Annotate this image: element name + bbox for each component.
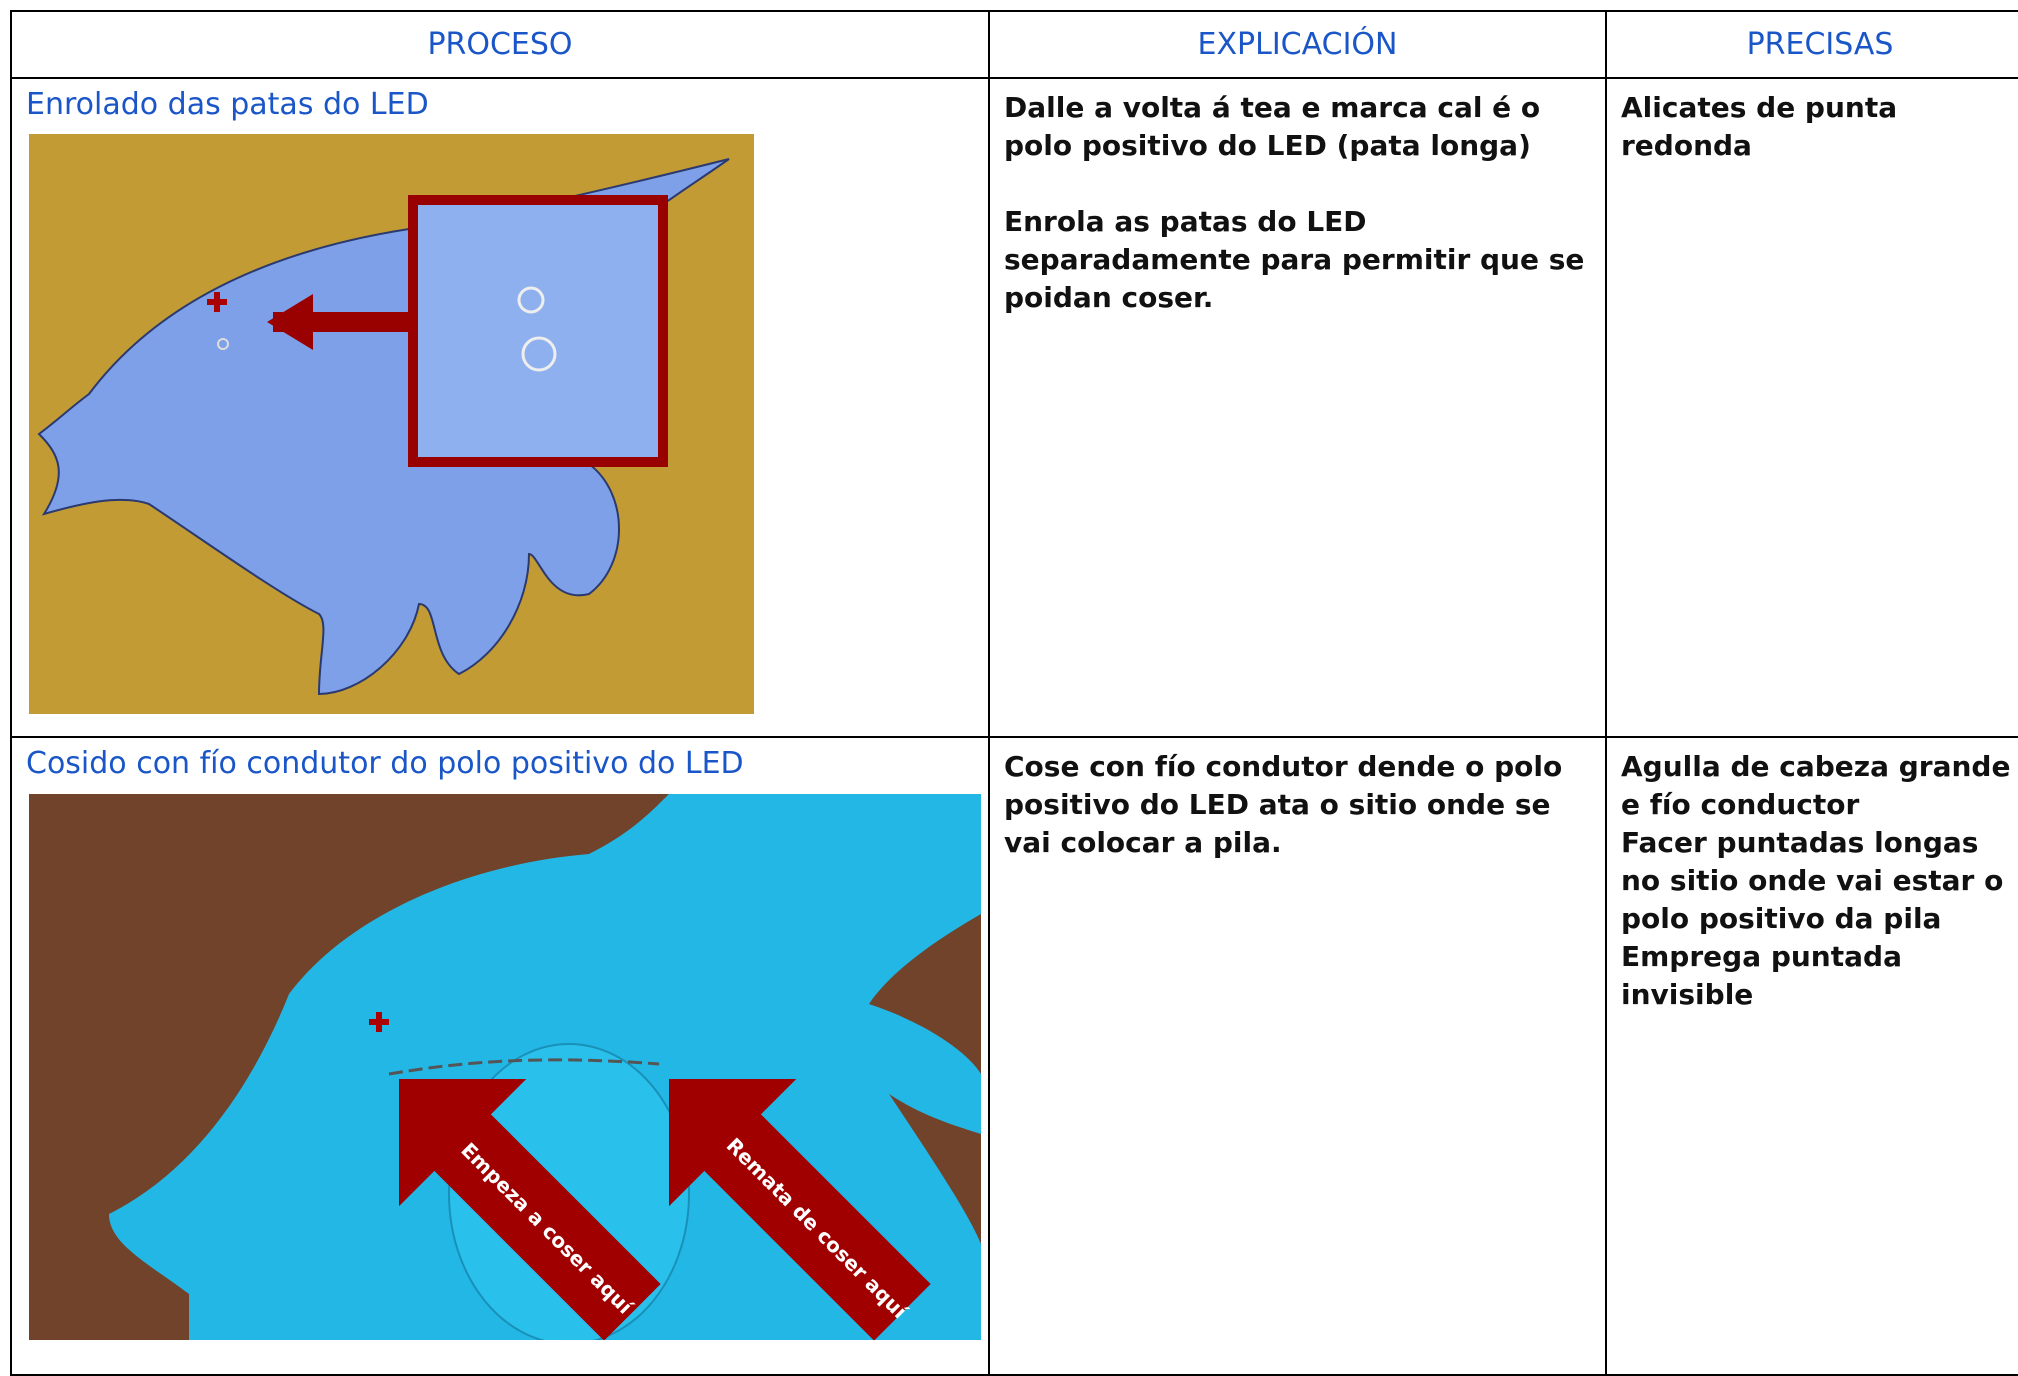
tools-cell: Alicates de punta redonda — [1605, 77, 2018, 738]
row-title: Cosido con fío condutor do polo positivo… — [26, 746, 744, 781]
tool-line: Alicates de punta redonda — [1621, 91, 1898, 162]
header-text: EXPLICACIÓN — [1197, 27, 1398, 62]
paragraph: Enrola as patas do LED separadamente par… — [1004, 205, 1585, 314]
header-text: PROCESO — [427, 27, 573, 62]
header-cell: PRECISAS — [1605, 10, 2018, 79]
paragraph: Dalle a volta á tea e marca cal é o polo… — [1004, 91, 1541, 162]
tool-line: Facer puntadas longas no sitio onde vai … — [1621, 826, 2004, 935]
explanation-cell: Dalle a volta á tea e marca cal é o polo… — [988, 77, 1607, 738]
header-text: PRECISAS — [1746, 27, 1894, 62]
tool-line: Agulla de cabeza grande e fío conductor — [1621, 750, 2011, 821]
header-cell: EXPLICACIÓN — [988, 10, 1607, 79]
tools-cell: Agulla de cabeza grande e fío conductor … — [1605, 736, 2018, 1376]
photo: Empeza a coser aquí Remata de coser aquí — [29, 794, 981, 1340]
process-cell: Enrolado das patas do LED — [10, 77, 990, 738]
explanation-cell: Cose con fío condutor dende o polo posit… — [988, 736, 1607, 1376]
photo — [29, 134, 754, 714]
paragraph: Cose con fío condutor dende o polo posit… — [1004, 750, 1563, 859]
process-cell: Cosido con fío condutor do polo positivo… — [10, 736, 990, 1376]
row-title: Enrolado das patas do LED — [26, 87, 429, 122]
tool-line: Emprega puntada invisible — [1621, 940, 1902, 1011]
header-cell: PROCESO — [10, 10, 990, 79]
